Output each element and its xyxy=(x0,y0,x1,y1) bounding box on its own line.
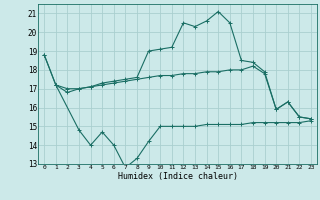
X-axis label: Humidex (Indice chaleur): Humidex (Indice chaleur) xyxy=(118,172,238,181)
